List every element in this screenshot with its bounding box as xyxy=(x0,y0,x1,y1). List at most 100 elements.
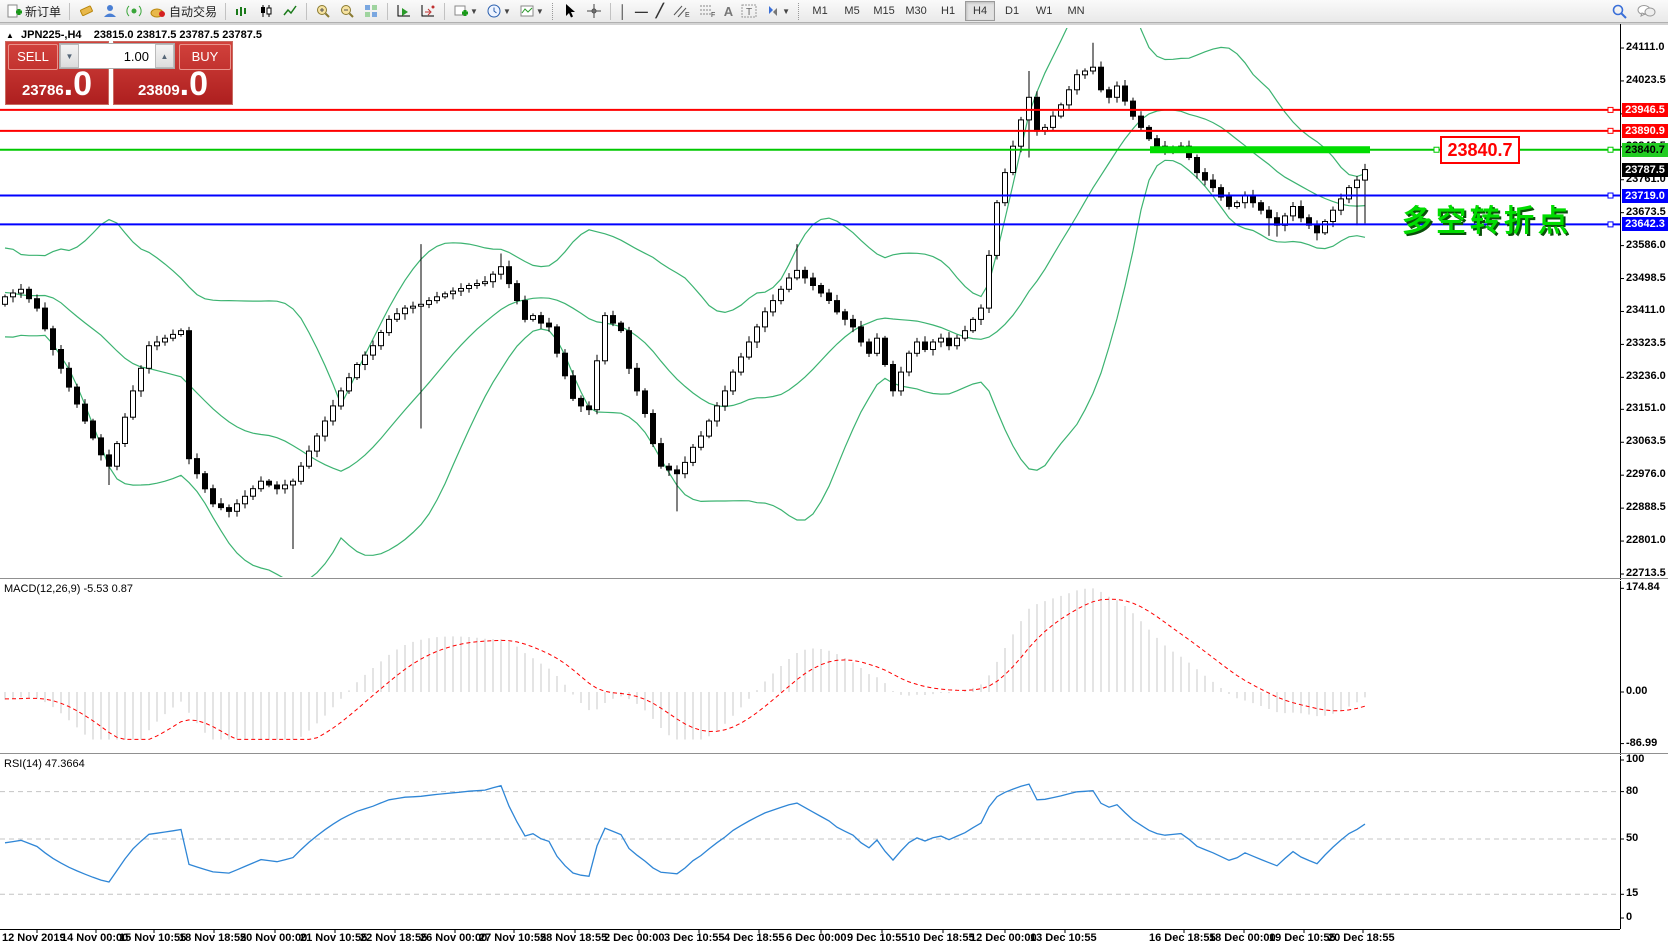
highlighter-icon xyxy=(80,5,93,17)
buy-button[interactable]: BUY xyxy=(179,44,231,70)
text-label-tool[interactable]: T xyxy=(737,0,761,22)
level-price-badge: 23642.3 xyxy=(1622,217,1668,232)
timeframe-MN[interactable]: MN xyxy=(1067,5,1085,17)
x-axis-date-label: 3 Dec 10:55 xyxy=(664,932,725,944)
chart-shift-button[interactable] xyxy=(416,0,440,22)
timeframe-M15[interactable]: M15 xyxy=(873,5,895,17)
timeframe-M5[interactable]: M5 xyxy=(844,5,860,17)
timeframe-M1[interactable]: M1 xyxy=(812,5,828,17)
chevron-down-icon: ▼ xyxy=(782,6,791,16)
text-tool[interactable]: A xyxy=(723,3,734,19)
chart-shift-icon xyxy=(421,5,435,17)
x-axis-date-label: 6 Dec 00:00 xyxy=(786,932,847,944)
text-label-icon: T xyxy=(741,4,757,18)
x-axis-date-label: 19 Dec 10:55 xyxy=(1269,932,1336,944)
y-axis-tick-label: 23151.0 xyxy=(1626,402,1666,415)
trendline-tool[interactable]: ╱ xyxy=(655,3,664,18)
x-axis-date-label: 16 Dec 18:55 xyxy=(1149,932,1216,944)
level-price-badge: 23719.0 xyxy=(1622,188,1668,203)
profile-button[interactable] xyxy=(98,0,122,22)
line-chart-button[interactable] xyxy=(278,0,302,22)
toolbar-separator xyxy=(387,2,389,20)
zoom-in-icon xyxy=(317,5,330,18)
timeframe-W1[interactable]: W1 xyxy=(1035,5,1053,17)
symbol-period-label: JPN225-,H4 xyxy=(20,29,82,41)
fibonacci-icon: F xyxy=(699,5,715,19)
vertical-line-tool[interactable]: │ xyxy=(618,3,627,19)
level-price-badge: 23890.9 xyxy=(1622,123,1668,138)
x-axis-date-label: 14 Nov 00:00 xyxy=(61,932,129,944)
bar-chart-icon xyxy=(236,7,247,16)
auto-trading-icon xyxy=(150,8,166,18)
profile-icon xyxy=(104,5,117,17)
x-axis-date-label: 20 Dec 18:55 xyxy=(1328,932,1395,944)
sell-price: 23786.0 xyxy=(21,65,93,103)
bar-chart-button[interactable] xyxy=(230,0,254,22)
new-order-button[interactable]: 新订单 xyxy=(2,0,65,22)
crosshair-button[interactable] xyxy=(582,0,606,22)
rsi-axis-label: 0 xyxy=(1626,911,1633,923)
signal-button[interactable] xyxy=(122,0,146,22)
auto-scroll-button[interactable] xyxy=(392,0,416,22)
turning-point-annotation: 多空转折点 xyxy=(1402,205,1572,238)
toolbar-separator xyxy=(69,2,71,20)
candlestick-chart-button[interactable] xyxy=(254,0,278,22)
zoom-out-button[interactable] xyxy=(335,0,359,22)
macd-axis-label: 174.84 xyxy=(1626,581,1660,594)
chart-title: ▲ JPN225-,H4 23815.0 23817.5 23787.5 237… xyxy=(6,29,262,41)
period-button[interactable]: ▼ xyxy=(482,0,515,22)
x-axis-date-label: 2 Dec 00:00 xyxy=(604,932,665,944)
chat-icon xyxy=(1637,5,1656,17)
timeframe-D1[interactable]: D1 xyxy=(1005,5,1020,17)
tile-windows-button[interactable] xyxy=(359,0,383,22)
highlighter-button[interactable] xyxy=(74,0,98,22)
macd-label: MACD(12,26,9) -5.53 0.87 xyxy=(4,583,134,595)
channel-tool[interactable]: E xyxy=(668,0,694,22)
toolbar-separator xyxy=(551,2,554,20)
arrows-tool[interactable]: ▼ xyxy=(761,0,794,22)
volume-input[interactable]: 1.00 xyxy=(123,48,149,64)
y-axis-tick-label: 23586.0 xyxy=(1626,238,1666,251)
toolbar-separator xyxy=(798,2,800,20)
volume-stepper: ▼ 1.00 ▲ xyxy=(59,43,175,69)
cursor-button[interactable] xyxy=(558,0,582,22)
auto-trading-label: 自动交易 xyxy=(169,4,218,19)
y-axis-tick-label: 23323.5 xyxy=(1626,337,1666,350)
new-chart-button[interactable]: ▼ xyxy=(449,0,482,22)
timeframe-H1[interactable]: H1 xyxy=(941,5,956,17)
price-callout-box: 23840.7 xyxy=(1440,136,1520,164)
macd-axis-label: 0.00 xyxy=(1626,685,1648,697)
x-axis-date-label: 10 Dec 18:55 xyxy=(908,932,975,944)
y-axis-tick-label: 23498.5 xyxy=(1626,271,1666,284)
one-click-trading-panel: 23786.0 23809.0 SELL ▼ 1.00 ▲ BUY xyxy=(5,41,233,105)
template-button[interactable]: ▼ xyxy=(515,0,548,22)
auto-scroll-icon xyxy=(397,5,411,17)
y-axis-tick-label: 23673.5 xyxy=(1626,205,1666,218)
y-axis-tick-label: 22976.0 xyxy=(1626,468,1666,481)
x-axis-date-label: 12 Nov 2019 xyxy=(2,932,66,944)
x-axis-date-label: 26 Nov 00:00 xyxy=(420,932,488,944)
sell-button[interactable]: SELL xyxy=(8,44,58,70)
line-chart-icon xyxy=(283,5,297,16)
x-axis-date-label: 9 Dec 10:55 xyxy=(847,932,908,944)
y-axis-tick-label: 24111.0 xyxy=(1626,41,1665,53)
timeframe-H4[interactable]: H4 xyxy=(965,1,996,21)
volume-increase-button[interactable]: ▲ xyxy=(155,44,174,68)
expand-triangle-icon[interactable]: ▲ xyxy=(6,31,14,40)
x-axis-date-label: 27 Nov 10:55 xyxy=(479,932,547,944)
search-button[interactable] xyxy=(1607,0,1632,22)
chat-button[interactable] xyxy=(1632,0,1660,22)
x-axis-date-label: 21 Nov 10:55 xyxy=(300,932,368,944)
new-order-icon xyxy=(7,4,22,18)
svg-text:E: E xyxy=(685,12,690,19)
auto-trading-button[interactable]: 自动交易 xyxy=(146,0,221,22)
zoom-in-button[interactable] xyxy=(311,0,335,22)
timeframe-M30[interactable]: M30 xyxy=(905,5,927,17)
buy-price: 23809.0 xyxy=(137,65,209,103)
toolbar-separator xyxy=(225,2,227,20)
fibonacci-tool[interactable]: F xyxy=(694,0,720,22)
volume-decrease-button[interactable]: ▼ xyxy=(60,44,79,68)
horizontal-line-tool[interactable]: — xyxy=(634,3,648,19)
search-icon xyxy=(1612,4,1627,19)
